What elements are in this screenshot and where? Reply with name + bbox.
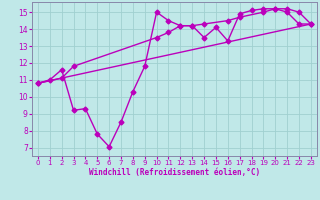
X-axis label: Windchill (Refroidissement éolien,°C): Windchill (Refroidissement éolien,°C) [89,168,260,177]
